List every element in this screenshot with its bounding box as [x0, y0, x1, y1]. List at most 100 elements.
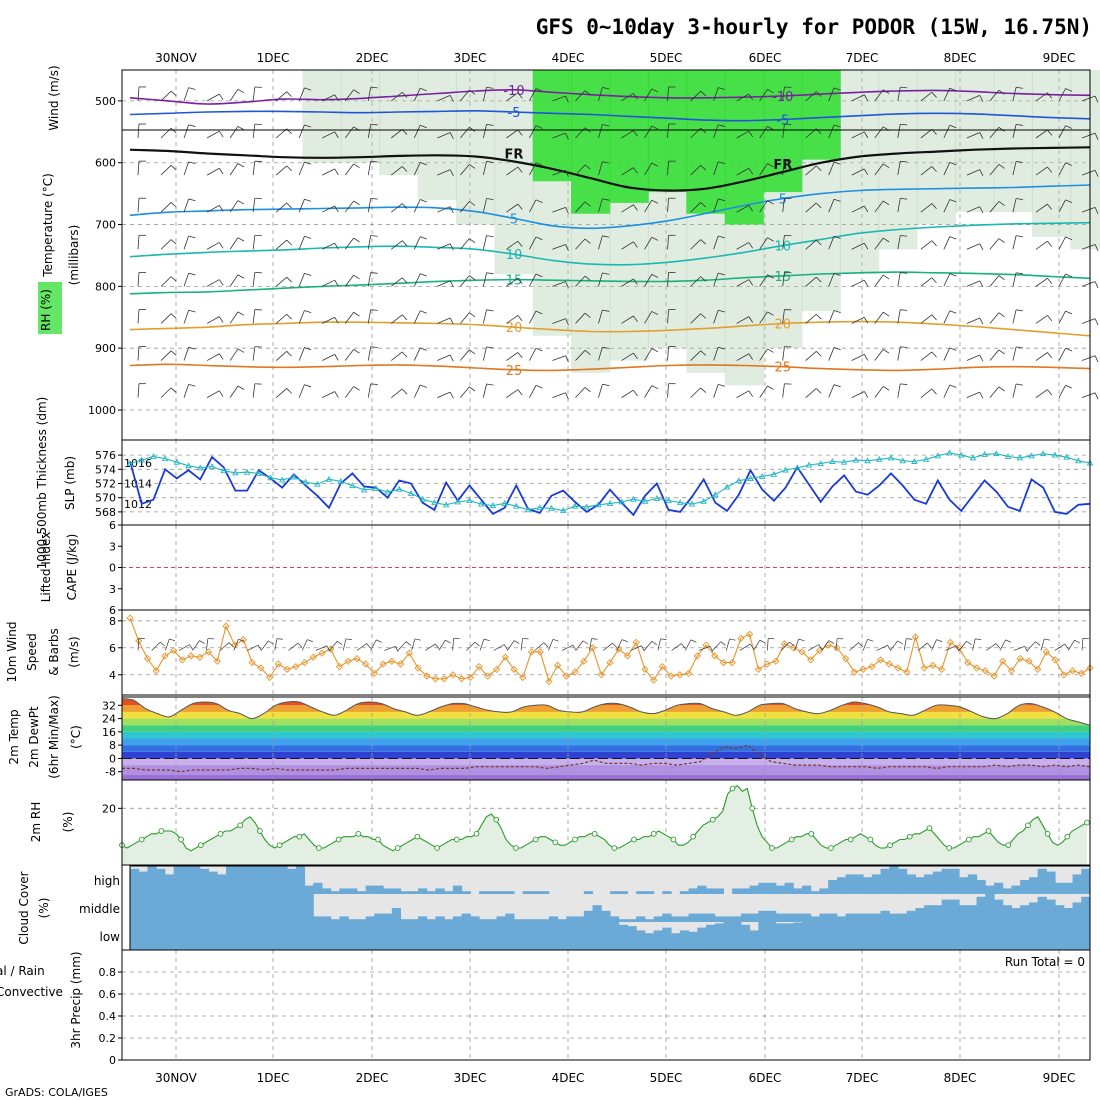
pressure-tick-label: 900 — [95, 342, 116, 355]
wind-barb-flag — [353, 89, 360, 94]
rh2m-marker — [749, 805, 756, 812]
wind10-marker — [658, 663, 667, 671]
cloud-bar — [173, 894, 183, 922]
wind-barb-flag — [1016, 346, 1024, 349]
wind-barb — [690, 239, 701, 250]
cloud-bar — [845, 874, 855, 894]
cloud-bar — [819, 888, 829, 894]
wind-barb — [575, 387, 586, 398]
cloud-bar — [775, 923, 786, 950]
wind-barb-flag — [602, 235, 610, 238]
thickness-marker — [735, 477, 743, 484]
wind-barb-flag — [718, 384, 726, 387]
wind-barb — [552, 169, 566, 176]
cloud-bar — [418, 922, 428, 950]
wind-barb-flag — [1047, 240, 1053, 247]
cloud-bar — [732, 888, 742, 894]
rh-shade-moist — [571, 70, 611, 214]
wind-barb — [690, 313, 701, 324]
wind10-marker — [222, 622, 230, 630]
cloud-bar — [662, 927, 672, 950]
thickness-marker — [138, 456, 145, 463]
wind-barb — [529, 236, 537, 250]
wind-barb — [437, 95, 451, 102]
cloud-bar — [452, 916, 463, 922]
rh-shade-moist — [609, 70, 649, 203]
wind-barb-flag — [900, 123, 908, 126]
cloud-bar — [1046, 922, 1056, 950]
wind-barb-flag — [334, 391, 339, 398]
cloud-bar — [688, 931, 698, 950]
wind-barb — [753, 640, 761, 651]
wind-barb-flag — [286, 276, 292, 283]
rh2m-marker — [887, 842, 893, 849]
wind-barb-flag — [767, 385, 774, 390]
wind-barb-flag — [700, 202, 707, 208]
rh-shade — [455, 70, 496, 225]
cloud-bar — [548, 916, 559, 922]
wind-barb — [1013, 646, 1025, 651]
wind10-marker — [606, 658, 614, 667]
cloud-bar — [374, 885, 384, 894]
wind-barb — [384, 646, 396, 651]
wind-barb-flag — [420, 87, 427, 92]
rh2m-marker — [158, 828, 165, 834]
cloud-bar — [252, 866, 262, 894]
thickness-marker — [969, 454, 977, 461]
rh-shade-moist — [532, 70, 573, 182]
wind-barb — [657, 638, 661, 651]
cloud-bar — [173, 866, 183, 894]
cloud-bar — [426, 891, 436, 894]
cloud-row-label: middle — [79, 902, 120, 916]
wind-barb-flag — [268, 640, 274, 645]
wind-barb-flag — [370, 346, 378, 348]
isotherm-line — [129, 271, 1091, 295]
wind-barb-flag — [767, 163, 774, 168]
wind-barb-flag — [565, 281, 569, 289]
wind10-marker — [353, 654, 361, 663]
cloud-bar — [1011, 885, 1021, 894]
cloud-bar — [749, 885, 759, 894]
rh-shade — [379, 70, 419, 176]
wind-barb-flag — [517, 92, 523, 99]
thickness-marker — [559, 507, 567, 513]
wind-barb — [667, 383, 669, 398]
wind-barb — [903, 638, 907, 651]
wind-barb-flag — [979, 280, 984, 288]
slp-tick-label: 1012 — [124, 498, 152, 511]
wind-barb — [897, 198, 901, 213]
cloud-bar — [889, 922, 899, 950]
wind-barb-flag — [815, 202, 822, 209]
wind-barb-flag — [748, 279, 754, 286]
wind-barb — [437, 391, 451, 399]
cloud-bar — [863, 922, 873, 950]
temperature-axis-label: Temperature (°C) — [41, 173, 55, 278]
wind-barb — [1035, 129, 1048, 139]
cloud-bar — [959, 877, 969, 894]
wind-barb — [552, 281, 566, 287]
thickness-marker — [583, 503, 590, 510]
wind-barb — [598, 198, 603, 213]
thickness-marker — [513, 502, 520, 509]
wind10-marker — [501, 653, 509, 661]
wind-barb — [1081, 638, 1084, 651]
cloud-bar — [714, 916, 724, 922]
wind-barb — [690, 387, 701, 398]
cloud-bar — [147, 894, 157, 922]
cloud-bar — [418, 888, 428, 894]
wind-barb — [1081, 392, 1096, 399]
wind-barb — [667, 346, 669, 361]
cloud-bar — [749, 930, 759, 950]
wind-barb-flag — [882, 311, 890, 317]
wind-barb — [275, 165, 287, 176]
wind-barb-flag — [565, 95, 569, 103]
thickness-tick-label: 572 — [95, 478, 116, 491]
cloud-bar — [941, 899, 951, 922]
wind-barb — [598, 161, 603, 176]
wind-barb — [438, 640, 446, 651]
wind-barb-flag — [535, 273, 543, 278]
wind-barb — [621, 130, 634, 139]
wind-barb — [344, 312, 354, 324]
cloud-bar — [295, 922, 306, 950]
wind-barb-flag — [602, 309, 610, 312]
